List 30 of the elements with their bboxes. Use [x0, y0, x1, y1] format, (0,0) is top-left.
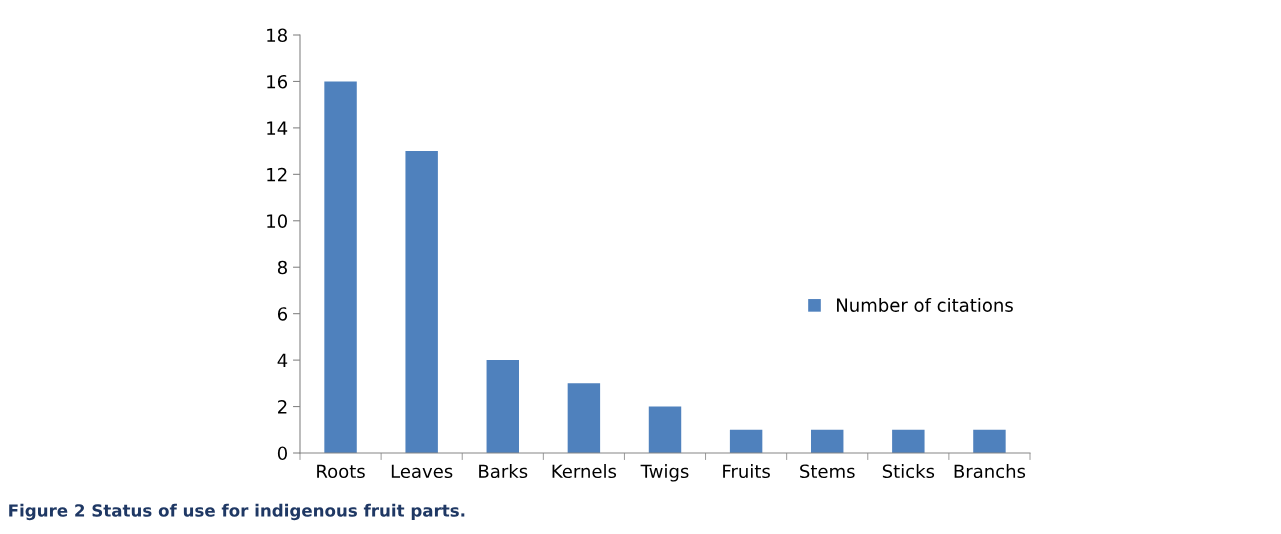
y-tick-label: 18: [267, 28, 287, 43]
x-tick-label: Fruits: [723, 464, 770, 479]
x-tick-label: Twigs: [640, 464, 689, 482]
y-tick-label: 8: [277, 260, 287, 275]
y-tick-label: 4: [277, 353, 288, 367]
bar: [324, 81, 357, 453]
x-tick-label: Stems: [800, 464, 855, 479]
y-tick-label: 2: [278, 400, 287, 414]
bar: [973, 429, 1006, 453]
bar: [892, 429, 925, 453]
x-tick-label: Branchs: [954, 464, 1026, 479]
caption: Figure 2 Status of use for indigenous fruit parts.: [9, 503, 465, 521]
bar: [486, 360, 519, 453]
y-tick-label: 0: [277, 446, 287, 461]
bar: [648, 406, 682, 453]
y-tick-label: 10: [267, 214, 287, 228]
x-tick-label: Leaves: [391, 464, 453, 479]
x-tick-label: Barks: [479, 464, 528, 479]
bar: [729, 429, 763, 453]
x-tick-label: Sticks: [882, 464, 935, 479]
legend-label: Number of citations: [837, 297, 1013, 312]
y-tick-label: 12: [267, 167, 287, 182]
x-tick-label: Kernels: [552, 464, 617, 479]
bar: [567, 383, 601, 453]
y-tick-label: 16: [267, 74, 288, 89]
bar: [405, 151, 438, 453]
y-tick-label: 6: [277, 307, 288, 321]
x-tick-label: Roots: [317, 464, 365, 479]
bar: [811, 429, 844, 453]
y-tick-label: 14: [267, 121, 288, 135]
